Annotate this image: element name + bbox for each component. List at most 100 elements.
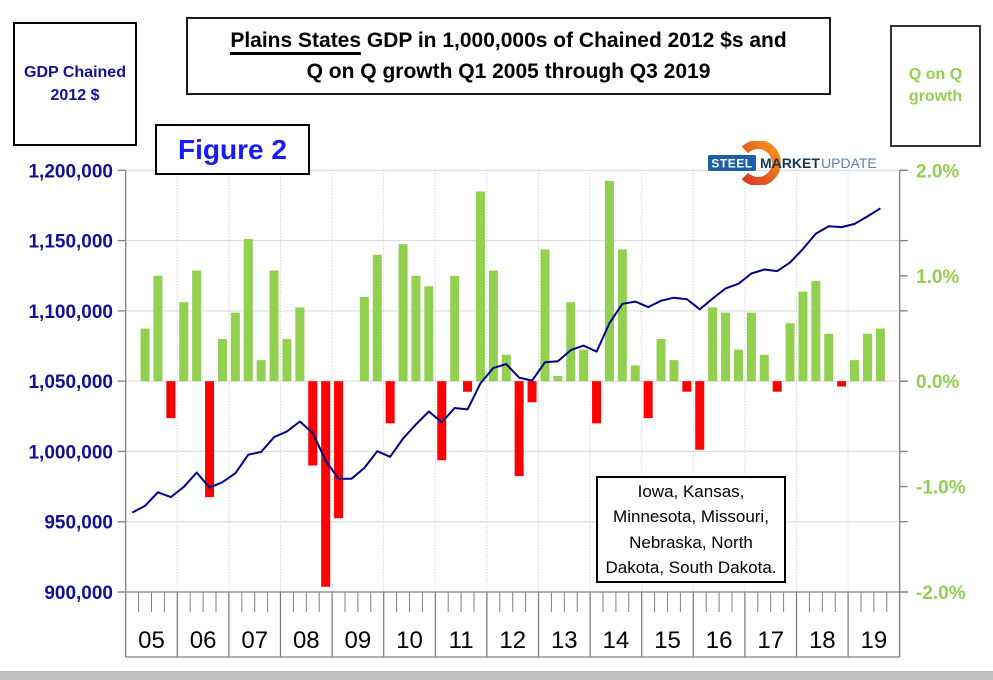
gdp-line bbox=[131, 207, 881, 514]
chart-title-rest: GDP in 1,000,000s of Chained 2012 $s and bbox=[361, 28, 787, 52]
steel-market-update-logo: STEEL MARKET UPDATE bbox=[703, 140, 881, 186]
figure-label-box: Figure 2 bbox=[155, 124, 310, 175]
right-axis-title-box: Q on Q growth bbox=[890, 25, 981, 147]
left-axis-tick-label: 1,150,000 bbox=[28, 232, 113, 253]
left-axis-tick-label: 1,100,000 bbox=[28, 302, 113, 323]
growth-bar bbox=[837, 381, 847, 387]
left-axis-title-line2: 2012 $ bbox=[50, 87, 100, 104]
left-axis-tick-label: 900,000 bbox=[44, 583, 113, 604]
growth-bar bbox=[811, 281, 821, 382]
growth-bar bbox=[785, 323, 795, 382]
right-axis-tick-label: 0.0% bbox=[916, 372, 959, 393]
x-axis-year-label: 09 bbox=[345, 627, 372, 654]
growth-bar bbox=[372, 254, 382, 382]
x-axis-year-label: 14 bbox=[603, 627, 630, 654]
states-note-line: Dakota, South Dakota. bbox=[605, 558, 777, 577]
x-axis-year-label: 17 bbox=[757, 627, 784, 654]
growth-bar bbox=[566, 302, 576, 382]
right-axis-tick-label: 1.0% bbox=[916, 267, 959, 288]
growth-bar bbox=[243, 238, 253, 382]
states-note-line: Nebraska, North bbox=[629, 532, 753, 552]
chart-title-line2: Q on Q growth Q1 2005 through Q3 2019 bbox=[306, 60, 711, 83]
x-axis-year-label: 05 bbox=[138, 627, 165, 654]
x-axis-year-label: 06 bbox=[190, 627, 217, 654]
growth-bar bbox=[824, 333, 834, 382]
growth-bar bbox=[385, 381, 395, 424]
left-axis-title-box: GDP Chained 2012 $ bbox=[13, 22, 137, 146]
x-axis-year-label: 08 bbox=[293, 627, 320, 654]
growth-bar bbox=[579, 349, 589, 382]
states-note-line: Minnesota, Missouri, bbox=[613, 507, 769, 526]
right-axis-tick-label: -1.0% bbox=[916, 478, 966, 499]
growth-bar bbox=[334, 381, 344, 519]
growth-bar bbox=[746, 312, 756, 382]
logo-text-update: UPDATE bbox=[821, 155, 877, 171]
growth-bar bbox=[656, 339, 666, 382]
growth-bar bbox=[604, 180, 614, 382]
growth-bar bbox=[269, 270, 279, 382]
logo-canvas: STEEL MARKET UPDATE bbox=[708, 140, 877, 186]
growth-bar bbox=[205, 381, 215, 498]
growth-bar bbox=[488, 270, 498, 382]
growth-bar bbox=[463, 381, 473, 392]
right-axis-title-line1: Q on Q bbox=[908, 65, 963, 83]
growth-bar bbox=[424, 286, 434, 382]
growth-bar bbox=[282, 339, 292, 382]
growth-bar bbox=[256, 360, 266, 382]
growth-bar bbox=[192, 270, 202, 382]
growth-bar bbox=[721, 312, 731, 382]
growth-bar bbox=[862, 333, 872, 382]
growth-bar bbox=[398, 244, 408, 382]
growth-bar bbox=[682, 381, 692, 392]
x-axis-year-label: 11 bbox=[449, 627, 474, 654]
growth-bar bbox=[527, 381, 537, 403]
growth-bar bbox=[359, 296, 369, 382]
x-axis-year-label: 07 bbox=[241, 627, 268, 654]
growth-bar bbox=[217, 339, 227, 382]
growth-bar bbox=[759, 354, 769, 382]
bottom-gray-strip bbox=[0, 671, 993, 680]
growth-bar bbox=[475, 191, 485, 382]
x-axis-year-label: 19 bbox=[861, 627, 888, 654]
growth-bar bbox=[553, 375, 563, 382]
growth-bar bbox=[514, 381, 524, 477]
growth-bar bbox=[733, 349, 743, 382]
growth-bar bbox=[166, 381, 176, 419]
growth-bar bbox=[875, 328, 885, 382]
growth-bar bbox=[540, 249, 550, 382]
x-axis-year-label: 13 bbox=[551, 627, 578, 654]
logo-text-market: MARKET bbox=[760, 155, 820, 171]
growth-bar bbox=[450, 275, 460, 382]
growth-bar bbox=[798, 291, 808, 382]
growth-bar bbox=[501, 354, 511, 382]
x-axis-year-label: 15 bbox=[654, 627, 681, 654]
logo-crescent-icon bbox=[741, 140, 781, 186]
x-axis-year-label: 10 bbox=[396, 627, 423, 654]
growth-bar bbox=[850, 360, 860, 382]
growth-bar bbox=[295, 307, 305, 382]
growth-bar bbox=[708, 307, 718, 382]
growth-bar bbox=[153, 275, 163, 382]
growth-bar bbox=[140, 328, 150, 382]
left-axis-tick-label: 950,000 bbox=[44, 513, 113, 534]
growth-bar bbox=[321, 381, 331, 587]
left-axis-tick-label: 1,000,000 bbox=[28, 442, 113, 463]
x-axis-year-label: 18 bbox=[809, 627, 836, 654]
left-axis-title-line1: GDP Chained bbox=[24, 63, 126, 81]
growth-bar bbox=[437, 381, 447, 461]
left-axis-tick-label: 1,200,000 bbox=[28, 161, 113, 182]
logo-text-steel: STEEL bbox=[711, 157, 752, 171]
growth-bar bbox=[230, 312, 240, 382]
growth-bar bbox=[617, 249, 627, 382]
states-note-box: Iowa, Kansas, Minnesota, Missouri, Nebra… bbox=[596, 476, 786, 583]
x-axis-year-label: 12 bbox=[499, 627, 526, 654]
figure-label: Figure 2 bbox=[178, 133, 287, 165]
growth-bar bbox=[695, 381, 705, 450]
growth-bar bbox=[308, 381, 318, 466]
logo-steel-badge bbox=[708, 155, 756, 171]
left-axis-tick-label: 1,050,000 bbox=[28, 372, 113, 393]
growth-bar bbox=[630, 365, 640, 382]
chart-title-line1: Plains States GDP in 1,000,000s of Chain… bbox=[230, 25, 787, 57]
